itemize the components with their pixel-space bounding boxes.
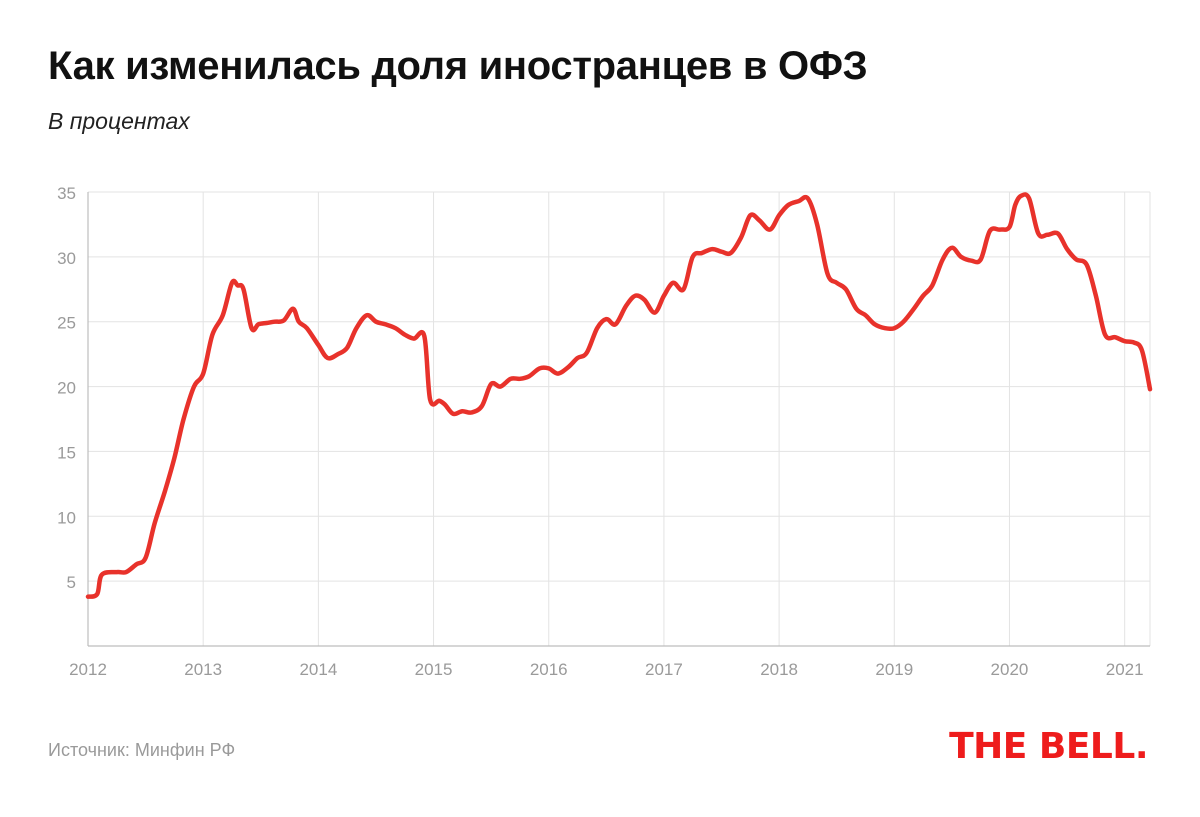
y-tick-label: 25: [57, 314, 76, 333]
x-tick-label: 2018: [760, 660, 798, 679]
x-tick-label: 2016: [530, 660, 568, 679]
x-tick-label: 2015: [415, 660, 453, 679]
series-line: [85, 192, 1153, 599]
y-tick-label: 30: [57, 249, 76, 268]
y-tick-label: 10: [57, 508, 76, 527]
y-tick-label: 5: [67, 573, 76, 592]
chart-title: Как изменилась доля иностранцев в ОФЗ: [48, 44, 868, 88]
y-tick-label: 35: [57, 184, 76, 203]
chart-subtitle: В процентах: [48, 108, 190, 134]
x-tick-label: 2014: [299, 660, 337, 679]
x-tick-label: 2017: [645, 660, 683, 679]
y-tick-label: 15: [57, 443, 76, 462]
x-tick-label: 2019: [875, 660, 913, 679]
x-tick-label: 2020: [991, 660, 1029, 679]
source-note: Источник: Минфин РФ: [48, 740, 236, 760]
y-tick-label: 20: [57, 379, 76, 398]
x-tick-label: 2021: [1106, 660, 1144, 679]
brand-logo: THE BELL.: [949, 726, 1148, 767]
x-tick-label: 2013: [184, 660, 222, 679]
x-tick-label: 2012: [69, 660, 107, 679]
